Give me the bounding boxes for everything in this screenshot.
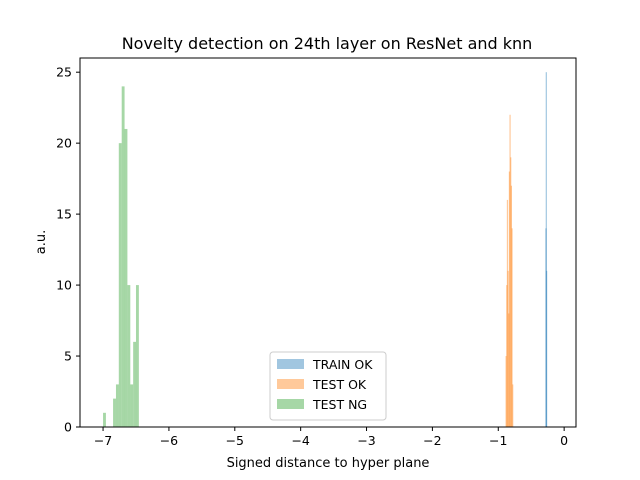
bar-test-ok-8 — [510, 185, 512, 427]
bar-test-ng-9 — [135, 285, 139, 427]
legend-swatch — [277, 399, 304, 409]
y-axis: 0 5 10 15 20 25 — [56, 65, 80, 435]
legend-box — [269, 351, 387, 421]
plot-frame — [79, 57, 577, 428]
legend-label: TRAIN OK — [312, 357, 373, 372]
legend-label: TEST NG — [312, 397, 367, 412]
legend-swatch — [277, 359, 304, 369]
y-axis-label: a.u. — [34, 230, 49, 254]
x-tick-label: −1 — [489, 433, 507, 448]
bar-test-ng-1 — [113, 398, 116, 427]
bar-test-ok-0 — [505, 356, 507, 427]
x-tick-label: −3 — [357, 433, 375, 448]
bar-test-ok-10 — [512, 384, 514, 427]
bar-test-ok-9 — [511, 228, 513, 427]
y-tick-label: 5 — [64, 349, 72, 364]
bar-test-ng-8 — [133, 341, 137, 427]
x-axis-label: Signed distance to hyper plane — [227, 456, 430, 471]
x-axis: −7 −6 −5 −4 −3 −2 −1 0 — [94, 427, 568, 448]
y-tick-label: 20 — [56, 136, 72, 151]
bar-test-ok-2 — [506, 199, 509, 427]
bar-train-ok-1 — [545, 72, 547, 427]
y-tick-label: 15 — [56, 207, 72, 222]
x-tick-label: −7 — [94, 433, 112, 448]
x-tick-label: −4 — [291, 433, 309, 448]
y-tick-label: 10 — [56, 278, 72, 293]
bar-test-ok-4 — [508, 313, 510, 427]
y-tick-label: 0 — [64, 420, 72, 435]
bar-train-ok-2 — [546, 270, 548, 427]
x-tick-label: −5 — [226, 433, 244, 448]
bar-test-ok-3 — [507, 270, 509, 427]
legend: TRAIN OK TEST OK TEST NG — [269, 351, 387, 421]
x-tick-label: 0 — [560, 433, 568, 448]
legend-label: TEST OK — [312, 377, 367, 392]
bar-test-ok-5 — [508, 171, 511, 427]
bar-test-ng-6 — [127, 285, 131, 427]
bar-test-ok-6 — [509, 114, 511, 428]
bar-test-ng-5 — [124, 128, 128, 427]
x-tick-label: −2 — [423, 433, 441, 448]
bar-test-ok-7 — [510, 157, 512, 427]
x-tick-label: −6 — [160, 433, 178, 448]
bar-test-ng-2 — [115, 384, 119, 427]
chart-title: Novelty detection on 24th layer on ResNe… — [122, 34, 533, 53]
y-tick-label: 25 — [56, 65, 72, 80]
bar-test-ng-3 — [118, 143, 122, 427]
bar-train-ok-0 — [545, 228, 547, 427]
bar-test-ng-4 — [121, 86, 125, 427]
bar-test-ng-7 — [130, 384, 134, 427]
bars-group — [103, 72, 548, 428]
bar-test-ok-1 — [506, 285, 508, 427]
legend-swatch — [277, 379, 304, 389]
bar-test-ng-0 — [103, 412, 106, 427]
